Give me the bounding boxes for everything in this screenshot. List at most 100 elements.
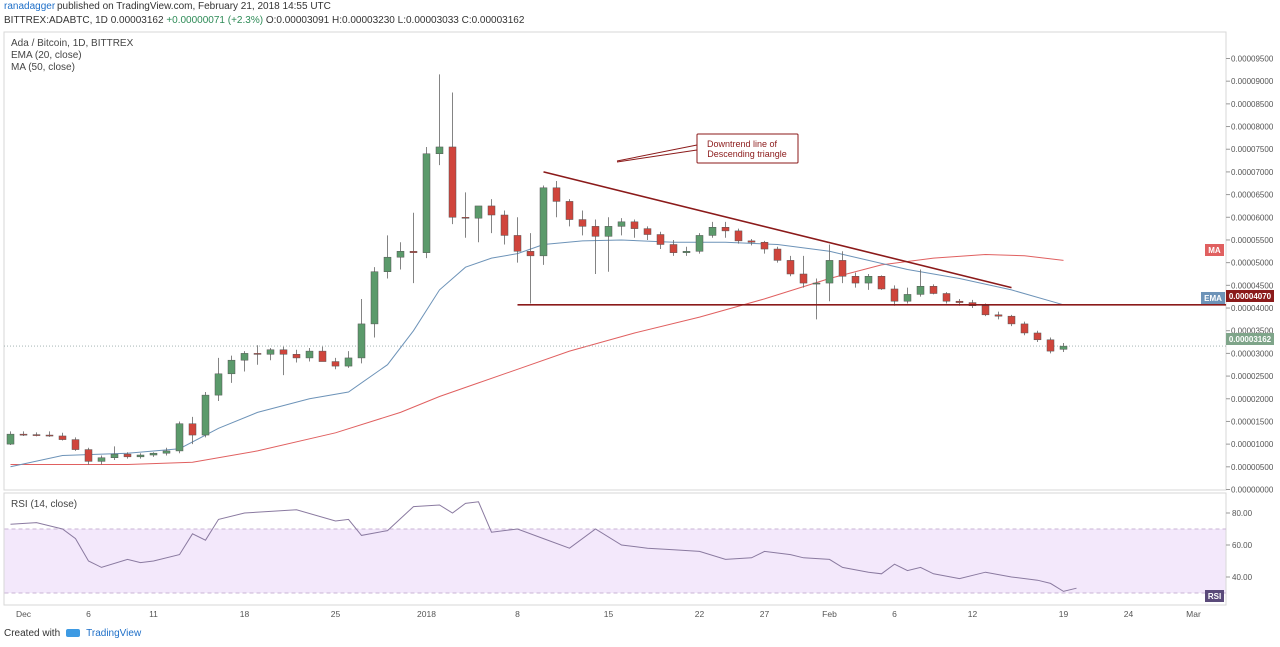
candle-body xyxy=(617,221,626,227)
candle-body xyxy=(903,294,912,302)
candle-body xyxy=(838,260,847,277)
candle-body xyxy=(331,361,340,367)
candle-body xyxy=(669,244,678,253)
price-tick-label: 0.00007500 xyxy=(1231,145,1274,154)
candle-body xyxy=(851,276,860,284)
candle-body xyxy=(1033,332,1042,341)
candle-body xyxy=(97,457,106,462)
time-tick-label: 8 xyxy=(515,609,520,619)
candle-body xyxy=(539,187,548,257)
ema-value-tag-bg xyxy=(1226,290,1274,302)
time-tick-label: 12 xyxy=(968,609,978,619)
candle-body xyxy=(890,288,899,302)
last-value-tag-bg xyxy=(1226,333,1274,345)
candle-body xyxy=(708,227,717,236)
candle-body xyxy=(1059,345,1068,350)
time-tick-label: Mar xyxy=(1186,609,1201,619)
price-tick-label: 0.00001500 xyxy=(1231,417,1274,426)
indicator-lines xyxy=(4,239,1226,468)
time-tick-label: 18 xyxy=(240,609,250,619)
candle-body xyxy=(734,230,743,242)
candle-body xyxy=(643,228,652,235)
price-tick-label: 0.00007000 xyxy=(1231,168,1274,177)
candle-body xyxy=(812,282,821,285)
price-axis: 0.00000000 0.00000500 0.00001000 0.00001500… xyxy=(1226,54,1274,495)
high-value: H:0.00003230 xyxy=(332,15,395,26)
publish-info: published on TradingView.com, February 2… xyxy=(57,1,331,12)
candle-body xyxy=(500,214,509,236)
time-axis: Dec 6 11 18 25 2018 8 15 22 27 Feb 6 12 19 24 Mar xyxy=(16,609,1201,619)
ma-tag: MA xyxy=(1208,246,1221,255)
candle-body xyxy=(461,217,470,219)
candle-body xyxy=(149,452,158,456)
annotation-box[interactable]: Downtrend line of Descending triangle xyxy=(696,133,799,164)
candle-body xyxy=(760,241,769,250)
price-tick-label: 0.00005000 xyxy=(1231,259,1274,268)
price-tick-label: 0.00000000 xyxy=(1231,486,1274,495)
candle-body xyxy=(32,434,41,436)
price-tick-label: 0.00005500 xyxy=(1231,236,1274,245)
tradingview-link[interactable]: TradingView xyxy=(86,628,142,639)
open-value: O:0.00003091 xyxy=(265,15,330,26)
price-tick-label: 0.00001000 xyxy=(1231,440,1274,449)
drawings xyxy=(517,144,1226,306)
candle-body xyxy=(123,453,132,458)
candle-body xyxy=(487,205,496,216)
time-tick-label: 6 xyxy=(86,609,91,619)
legend-ma[interactable]: MA (50, close) xyxy=(11,62,75,73)
candle-body xyxy=(71,439,80,450)
candle-body xyxy=(578,219,587,227)
downtrend-line xyxy=(543,171,1012,289)
candle-body xyxy=(19,433,28,436)
footer: Created with TradingView xyxy=(4,628,141,639)
candle-body xyxy=(84,449,93,462)
price-tick-label: 0.00000500 xyxy=(1231,463,1274,472)
candle-body xyxy=(552,187,561,202)
time-tick-label: 2018 xyxy=(417,609,436,619)
legend-ema[interactable]: EMA (20, close) xyxy=(11,50,82,61)
price-tick-label: 0.00008500 xyxy=(1231,100,1274,109)
candle-body xyxy=(799,273,808,284)
candle-body xyxy=(526,251,535,257)
candle-body xyxy=(656,234,665,245)
time-tick-label: 6 xyxy=(892,609,897,619)
candle-body xyxy=(1007,315,1016,325)
candle-body xyxy=(6,433,15,445)
rsi-plot: 40.00 60.00 80.00 xyxy=(4,501,1253,594)
candle-body xyxy=(981,305,990,316)
candle-body xyxy=(942,293,951,302)
rsi-legend[interactable]: RSI (14, close) xyxy=(11,499,78,510)
time-tick-label: 11 xyxy=(149,609,158,619)
price-tick-label: 0.00009000 xyxy=(1231,77,1274,86)
annotation-line-2: Descending triangle xyxy=(707,149,787,159)
candle-body xyxy=(227,359,236,375)
price-tick-label: 0.00009500 xyxy=(1231,54,1274,63)
author-link[interactable]: ranadagger xyxy=(4,1,56,12)
time-tick-label: 22 xyxy=(695,609,705,619)
legend-title: Ada / Bitcoin, 1D, BITTREX xyxy=(11,38,134,49)
candle-body xyxy=(448,146,457,218)
candle-body xyxy=(630,221,639,229)
time-tick-label: 15 xyxy=(604,609,614,619)
price-pane xyxy=(3,31,1227,491)
price-tick-label: 0.00006000 xyxy=(1231,213,1274,222)
candle-body xyxy=(279,349,288,355)
price-tick-label: 0.00002000 xyxy=(1231,395,1274,404)
candle-body xyxy=(201,394,210,436)
ohlc-line: BITTREX:ADABTC, 1D 0.00003162 +0.0000007… xyxy=(4,15,524,26)
candle-body xyxy=(825,260,834,284)
rsi-tick-label: 40.00 xyxy=(1232,573,1253,582)
candle-body xyxy=(1020,323,1029,334)
candle-body xyxy=(864,276,873,284)
price-tick-label: 0.00004500 xyxy=(1231,281,1274,290)
candle-body xyxy=(214,373,223,396)
close-value: C:0.00003162 xyxy=(461,15,525,26)
header-bar: ranadagger published on TradingView.com,… xyxy=(0,0,1280,16)
ema20-line xyxy=(10,239,1064,468)
candle-body xyxy=(45,434,54,437)
time-tick-label: Dec xyxy=(16,609,32,619)
ema-tag: EMA xyxy=(1204,294,1222,303)
candle-body xyxy=(240,353,249,361)
candle-body xyxy=(175,423,184,452)
